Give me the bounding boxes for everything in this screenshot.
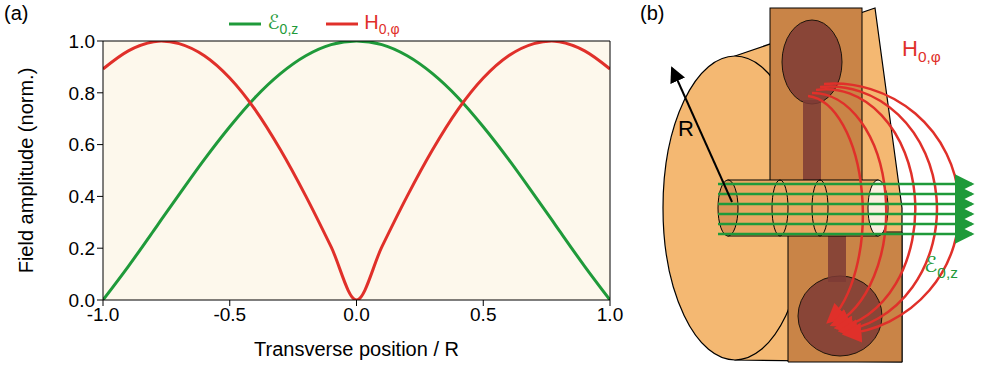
- html-text:H0,φ: H0,φ: [364, 10, 400, 37]
- svg-text:0.5: 0.5: [470, 304, 496, 325]
- svg-text:ℰ0,z: ℰ0,z: [924, 252, 958, 281]
- svg-text:0.8: 0.8: [69, 83, 95, 104]
- svg-text:-1.0: -1.0: [86, 304, 120, 326]
- svg-text:0.0: 0.0: [69, 290, 95, 311]
- svg-text:H0,φ: H0,φ: [902, 36, 941, 65]
- svg-text:1.0: 1.0: [69, 31, 95, 52]
- html-text:ℰ0,z: ℰ0,z: [267, 11, 299, 37]
- svg-text:0.2: 0.2: [69, 238, 95, 259]
- svg-text:-0.5: -0.5: [213, 304, 246, 325]
- svg-text:0.4: 0.4: [69, 186, 96, 207]
- svg-text:0.0: 0.0: [343, 304, 369, 325]
- svg-text:Field amplitude (norm.): Field amplitude (norm.): [15, 68, 37, 274]
- html-text:(a): (a): [4, 2, 29, 24]
- svg-text:0.6: 0.6: [69, 134, 95, 155]
- svg-text:Transverse position / R: Transverse position / R: [254, 338, 459, 360]
- html-text:(b): (b): [640, 2, 665, 24]
- svg-text:R: R: [678, 116, 694, 141]
- svg-text:1.0: 1.0: [597, 304, 623, 325]
